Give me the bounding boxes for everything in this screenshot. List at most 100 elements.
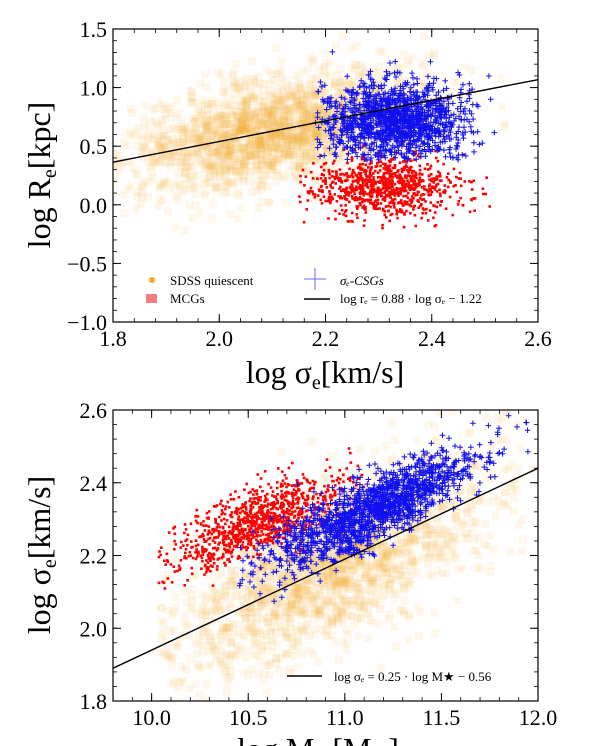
top-point-mcg — [364, 205, 367, 209]
top-point-mcg — [330, 175, 334, 178]
bottom-point-sdss — [467, 491, 476, 500]
top-point-sdss — [266, 92, 275, 100]
top-point-sdss — [290, 128, 299, 137]
top-point-mcg — [385, 205, 388, 208]
bottom-point-sdss — [185, 655, 194, 664]
top-point-sdss — [330, 78, 339, 87]
top-point-sdss — [151, 117, 160, 126]
top-point-sdss — [234, 85, 243, 93]
bottom-point-sdss — [449, 513, 458, 522]
top-point-sdss — [289, 144, 297, 153]
bottom-point-sdss — [309, 650, 317, 659]
top-point-sdss — [297, 155, 306, 164]
bottom-point-sdss — [396, 570, 405, 579]
top-point-sdss — [288, 131, 297, 139]
bottom-point-sdss — [168, 653, 177, 662]
top-point-mcg — [428, 184, 431, 188]
top-point-mcg — [381, 223, 384, 227]
top-point-mcg — [380, 191, 383, 195]
top-point-sdss — [265, 133, 274, 142]
top-point-sdss — [337, 103, 346, 112]
top-point-mcg — [378, 190, 382, 193]
bottom-point-sdss — [433, 513, 442, 522]
top-point-sdss — [254, 137, 263, 146]
top-point-sdss — [208, 96, 217, 105]
top-point-sdss — [336, 64, 345, 73]
top-point-csg — [373, 143, 380, 149]
top-point-csg — [369, 76, 375, 83]
top-point-sdss — [248, 57, 256, 66]
top-point-sdss — [186, 162, 195, 171]
top-point-sdss — [251, 117, 259, 126]
top-point-sdss — [265, 106, 274, 115]
top-point-mcg — [406, 200, 409, 204]
bottom-point-sdss — [175, 678, 184, 687]
top-point-sdss — [311, 138, 320, 147]
top-point-mcg — [331, 186, 334, 190]
top-point-csg — [351, 102, 358, 109]
top-point-mcg — [436, 159, 440, 163]
bottom-point-sdss — [302, 594, 311, 603]
top-point-sdss — [124, 185, 133, 194]
top-point-sdss — [246, 111, 255, 120]
bottom-point-sdss — [451, 509, 460, 518]
top-point-sdss — [243, 105, 252, 114]
bottom-point-sdss — [299, 582, 308, 591]
top-point-sdss — [239, 166, 248, 175]
top-point-mcg — [331, 180, 335, 184]
top-point-sdss — [179, 149, 187, 158]
top-point-mcg — [457, 200, 461, 203]
top-point-sdss — [148, 153, 157, 162]
top-point-sdss — [241, 166, 250, 174]
top-point-sdss — [323, 128, 332, 137]
top-point-mcg — [348, 200, 351, 204]
top-point-csg — [414, 119, 420, 125]
top-point-sdss — [245, 137, 254, 145]
top-point-mcg — [345, 186, 348, 190]
bottom-point-sdss — [215, 525, 224, 534]
top-point-sdss — [267, 123, 276, 132]
top-point-sdss — [158, 151, 167, 160]
top-point-mcg — [350, 219, 353, 223]
top-point-sdss — [243, 116, 252, 125]
top-point-sdss — [275, 127, 284, 136]
top-point-mcg — [388, 176, 391, 179]
top-point-sdss — [373, 68, 382, 77]
bottom-point-sdss — [466, 478, 475, 487]
top-point-sdss — [424, 51, 433, 60]
top-point-sdss — [330, 81, 339, 90]
top-point-sdss — [154, 123, 163, 132]
top-point-sdss — [232, 133, 241, 141]
top-point-sdss — [271, 94, 280, 103]
top-point-mcg — [322, 195, 326, 198]
top-point-mcg — [416, 182, 419, 186]
top-point-mcg — [401, 168, 405, 172]
bottom-point-sdss — [179, 676, 188, 685]
bottom-point-sdss — [300, 575, 309, 583]
top-point-mcg — [366, 186, 370, 189]
top-point-sdss — [302, 110, 311, 119]
top-point-mcg — [328, 192, 332, 196]
top-point-sdss — [333, 127, 342, 136]
top-point-sdss — [205, 171, 214, 180]
top-point-sdss — [270, 106, 279, 114]
top-point-sdss — [279, 132, 288, 140]
bottom-point-sdss — [299, 594, 308, 603]
top-point-sdss — [322, 166, 331, 175]
top-point-csg — [424, 112, 431, 118]
top-point-sdss — [220, 120, 229, 129]
bottom-point-sdss — [502, 411, 511, 419]
top-point-sdss — [214, 114, 223, 123]
top-point-csg — [367, 68, 374, 75]
top-point-sdss — [336, 119, 345, 128]
top-point-csg — [367, 93, 374, 100]
top-point-sdss — [216, 157, 225, 166]
bottom-point-sdss — [271, 519, 279, 528]
top-point-sdss — [230, 157, 239, 166]
top-point-sdss — [279, 138, 287, 147]
top-point-sdss — [259, 120, 267, 129]
top-point-sdss — [354, 78, 363, 87]
top-point-csg — [426, 81, 433, 87]
top-point-sdss — [378, 75, 387, 83]
top-point-csg — [440, 121, 446, 127]
